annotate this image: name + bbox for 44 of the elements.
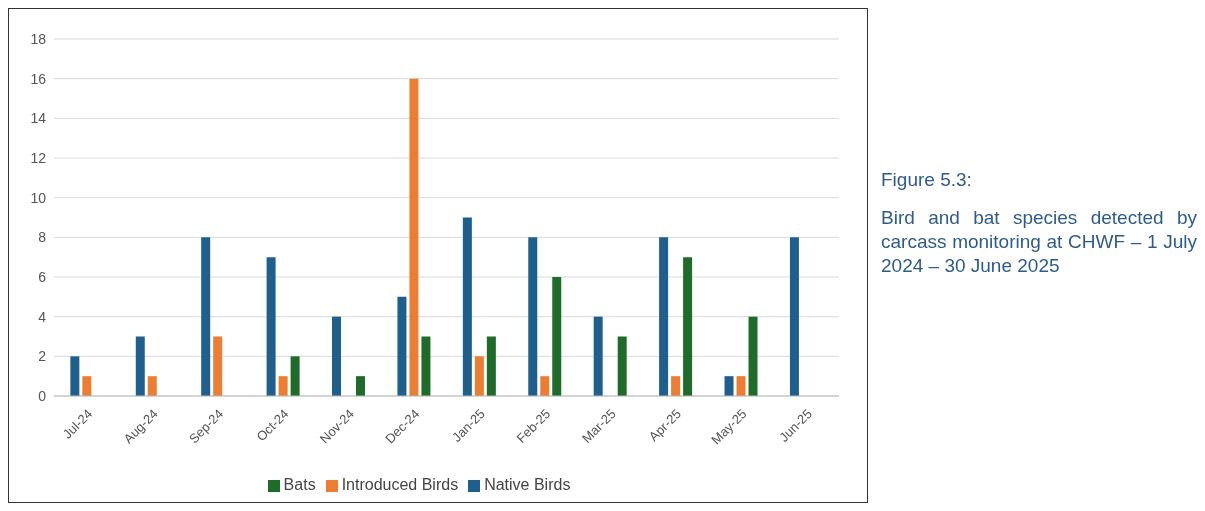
bar (409, 78, 419, 396)
bar (486, 336, 496, 396)
y-tick-label: 4 (38, 308, 47, 325)
bar (82, 376, 92, 396)
y-tick-label: 2 (38, 348, 47, 365)
y-tick-label: 10 (30, 189, 47, 206)
y-tick-label: 6 (38, 268, 47, 285)
bar (789, 237, 799, 396)
bar (356, 376, 366, 396)
y-tick-label: 14 (30, 110, 47, 127)
bar (474, 356, 484, 396)
bar (147, 376, 157, 396)
bar (278, 376, 288, 396)
bar (213, 336, 223, 396)
bar (540, 376, 550, 396)
bar (421, 336, 431, 396)
bar (70, 356, 80, 396)
bar (748, 316, 758, 396)
text: Bird and bat species detected by carcass monitoring at CHWF – 1 July 2024 – 30 June 2025 (881, 206, 1197, 278)
bar (659, 237, 669, 396)
bar (332, 316, 342, 396)
bar (397, 296, 407, 396)
bar (593, 316, 603, 396)
bar (724, 376, 734, 396)
bar (462, 217, 472, 396)
legend-label: Introduced Birds (341, 476, 459, 493)
legend-label: Native Birds (484, 476, 571, 493)
bar (683, 257, 693, 396)
y-tick-label: 12 (30, 149, 47, 166)
y-tick-label: 16 (30, 70, 47, 87)
bar (135, 336, 145, 396)
y-tick-label: 18 (30, 30, 47, 47)
bar (266, 257, 276, 396)
bar (290, 356, 300, 396)
bar (617, 336, 627, 396)
bar (552, 277, 562, 396)
bar (736, 376, 746, 396)
legend-label: Bats (283, 476, 316, 493)
text: Figure 5.3: (881, 168, 973, 192)
bar (528, 237, 538, 396)
bar (671, 376, 681, 396)
bar (201, 237, 211, 396)
y-tick-label: 8 (38, 229, 47, 246)
y-tick-label: 0 (38, 387, 47, 404)
